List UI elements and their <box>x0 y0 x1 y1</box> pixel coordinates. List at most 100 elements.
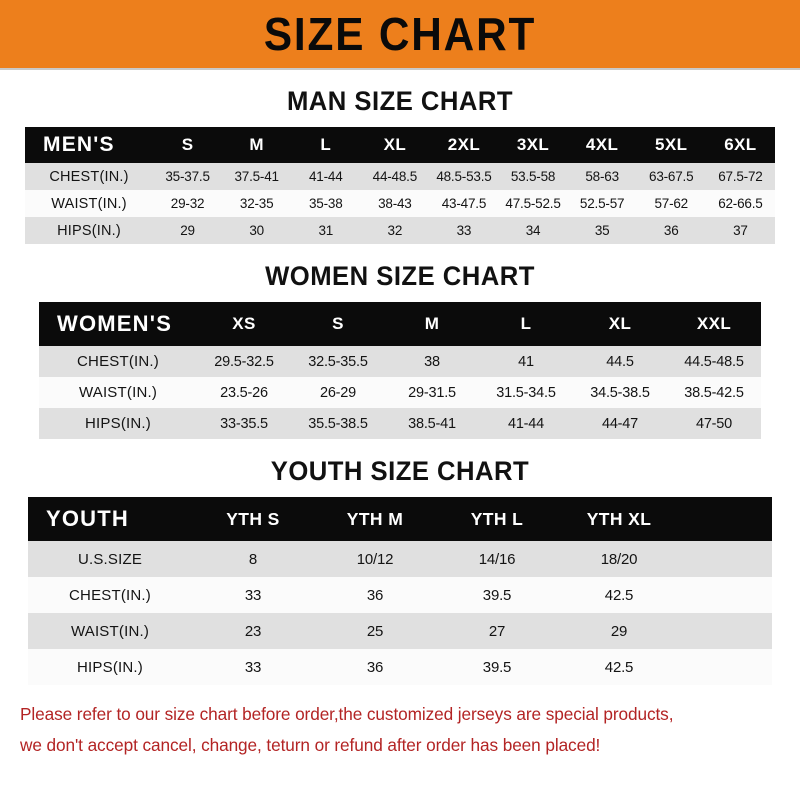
youth-size-table: YOUTH YTH S YTH M YTH L YTH XL U.S.SIZE … <box>28 497 772 685</box>
man-cell: 58-63 <box>567 163 637 190</box>
women-col-header: XXL <box>667 302 761 346</box>
man-corner-label: MEN'S <box>25 127 154 163</box>
youth-cell: 18/20 <box>558 541 680 577</box>
man-cell: 31 <box>291 217 361 244</box>
youth-cell: 25 <box>314 613 436 649</box>
women-cell: 44-47 <box>573 408 667 439</box>
youth-cell: 42.5 <box>558 649 680 685</box>
man-col-header: 3XL <box>498 127 568 163</box>
youth-cell: 14/16 <box>436 541 558 577</box>
youth-cell: 10/12 <box>314 541 436 577</box>
man-size-table: MEN'S S M L XL 2XL 3XL 4XL 5XL 6XL CHEST… <box>25 127 775 244</box>
youth-cell-empty <box>680 649 772 685</box>
table-header-row: YOUTH YTH S YTH M YTH L YTH XL <box>28 497 772 541</box>
women-cell: 44.5-48.5 <box>667 346 761 377</box>
man-cell: 67.5-72 <box>705 163 775 190</box>
women-cell: 34.5-38.5 <box>573 377 667 408</box>
notice-line-1: Please refer to our size chart before or… <box>20 704 674 724</box>
table-row: HIPS(IN.) 33-35.5 35.5-38.5 38.5-41 41-4… <box>39 408 761 439</box>
youth-cell: 33 <box>192 577 314 613</box>
women-cell: 29.5-32.5 <box>197 346 291 377</box>
youth-cell: 36 <box>314 577 436 613</box>
man-row-label: CHEST(IN.) <box>25 163 154 190</box>
youth-cell: 36 <box>314 649 436 685</box>
man-cell: 53.5-58 <box>498 163 568 190</box>
table-row: CHEST(IN.) 35-37.5 37.5-41 41-44 44-48.5… <box>25 163 775 190</box>
women-cell: 32.5-35.5 <box>291 346 385 377</box>
man-cell: 34 <box>498 217 568 244</box>
man-row-label: HIPS(IN.) <box>25 217 154 244</box>
table-row: WAIST(IN.) 23.5-26 26-29 29-31.5 31.5-34… <box>39 377 761 408</box>
youth-col-header: YTH S <box>192 497 314 541</box>
man-cell: 57-62 <box>636 190 706 217</box>
man-col-header: 2XL <box>429 127 499 163</box>
women-col-header: M <box>385 302 479 346</box>
women-cell: 41 <box>479 346 573 377</box>
man-cell: 63-67.5 <box>636 163 706 190</box>
man-cell: 47.5-52.5 <box>498 190 568 217</box>
table-row: HIPS(IN.) 29 30 31 32 33 34 35 36 37 <box>25 217 775 244</box>
women-corner-label: WOMEN'S <box>39 302 197 346</box>
man-col-header: L <box>291 127 361 163</box>
women-cell: 38.5-42.5 <box>667 377 761 408</box>
man-col-header: 5XL <box>636 127 706 163</box>
women-col-header: XL <box>573 302 667 346</box>
youth-cell: 33 <box>192 649 314 685</box>
man-section-title: MAN SIZE CHART <box>286 86 514 116</box>
table-header-row: WOMEN'S XS S M L XL XXL <box>39 302 761 346</box>
women-col-header: XS <box>197 302 291 346</box>
youth-cell: 42.5 <box>558 577 680 613</box>
youth-row-label: WAIST(IN.) <box>28 613 192 649</box>
youth-cell: 39.5 <box>436 577 558 613</box>
women-cell: 23.5-26 <box>197 377 291 408</box>
youth-corner-label: YOUTH <box>28 497 192 541</box>
man-cell: 38-43 <box>360 190 430 217</box>
women-row-label: WAIST(IN.) <box>39 377 197 408</box>
youth-section-title: YOUTH SIZE CHART <box>270 456 530 486</box>
man-cell: 44-48.5 <box>360 163 430 190</box>
man-cell: 29-32 <box>153 190 223 217</box>
youth-cell-empty <box>680 541 772 577</box>
women-row-label: CHEST(IN.) <box>39 346 197 377</box>
man-cell: 37.5-41 <box>222 163 292 190</box>
man-col-header: S <box>153 127 223 163</box>
order-policy-notice: Please refer to our size chart before or… <box>20 699 769 760</box>
women-section-title: WOMEN SIZE CHART <box>265 261 535 291</box>
man-cell: 32 <box>360 217 430 244</box>
youth-cell: 8 <box>192 541 314 577</box>
man-col-header: 6XL <box>705 127 775 163</box>
man-row-label: WAIST(IN.) <box>25 190 154 217</box>
man-cell: 35 <box>567 217 637 244</box>
youth-cell-empty <box>680 613 772 649</box>
man-cell: 36 <box>636 217 706 244</box>
youth-row-label: HIPS(IN.) <box>28 649 192 685</box>
man-col-header: M <box>222 127 292 163</box>
notice-line-2: we don't accept cancel, change, teturn o… <box>20 734 601 755</box>
man-cell: 29 <box>153 217 223 244</box>
women-col-header: S <box>291 302 385 346</box>
youth-col-header: YTH L <box>436 497 558 541</box>
table-row: HIPS(IN.) 33 36 39.5 42.5 <box>28 649 772 685</box>
man-cell: 30 <box>222 217 292 244</box>
man-cell: 33 <box>429 217 499 244</box>
women-cell: 33-35.5 <box>197 408 291 439</box>
man-cell: 41-44 <box>291 163 361 190</box>
youth-col-header-empty <box>680 497 772 541</box>
youth-cell: 23 <box>192 613 314 649</box>
man-cell: 62-66.5 <box>705 190 775 217</box>
women-cell: 26-29 <box>291 377 385 408</box>
youth-cell: 29 <box>558 613 680 649</box>
man-cell: 35-38 <box>291 190 361 217</box>
youth-col-header: YTH M <box>314 497 436 541</box>
man-cell: 37 <box>705 217 775 244</box>
youth-row-label: CHEST(IN.) <box>28 577 192 613</box>
man-col-header: 4XL <box>567 127 637 163</box>
table-row: U.S.SIZE 8 10/12 14/16 18/20 <box>28 541 772 577</box>
women-row-label: HIPS(IN.) <box>39 408 197 439</box>
women-cell: 31.5-34.5 <box>479 377 573 408</box>
women-col-header: L <box>479 302 573 346</box>
youth-cell: 27 <box>436 613 558 649</box>
women-cell: 44.5 <box>573 346 667 377</box>
table-row: WAIST(IN.) 23 25 27 29 <box>28 613 772 649</box>
